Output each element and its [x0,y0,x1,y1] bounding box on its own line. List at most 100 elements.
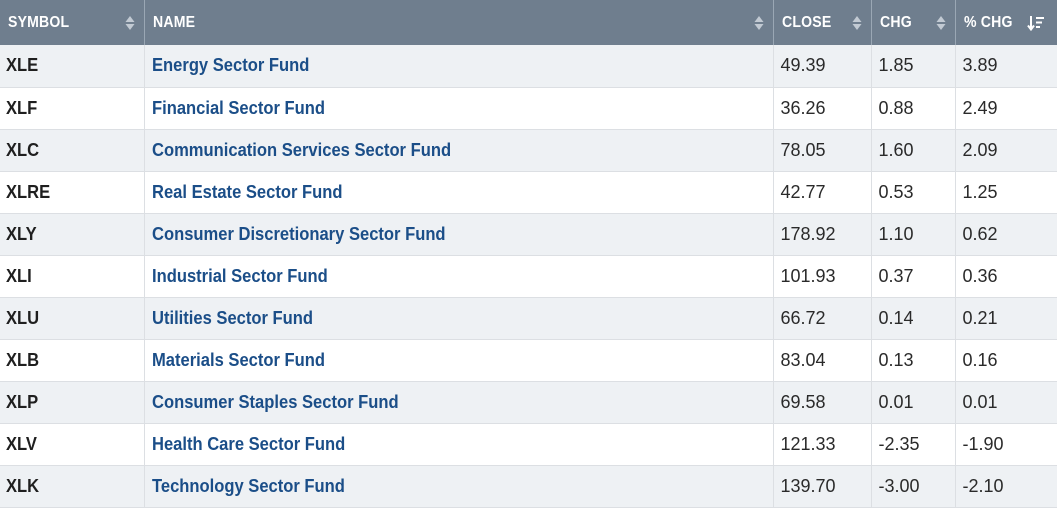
fund-name-link[interactable]: Consumer Discretionary Sector Fund [151,223,446,244]
chg-cell: -2.35 [871,423,956,466]
close-cell: 178.92 [773,213,872,256]
symbol-cell: XLU [0,297,145,340]
symbol-cell: XLI [0,255,145,298]
name-cell: Technology Sector Fund [144,465,774,508]
chg-cell: 1.60 [871,129,956,172]
table-row[interactable]: XLV Health Care Sector Fund 121.33 -2.35 -1.… [0,423,1057,466]
column-label-symbol: SYMBOL [8,13,70,31]
column-header-pct-chg[interactable]: % CHG [955,0,1057,45]
table-row[interactable]: XLI Industrial Sector Fund 101.93 0.37 0.36 [0,255,1057,298]
fund-name-link[interactable]: Health Care Sector Fund [151,433,345,454]
pct-chg-cell: 2.09 [955,129,1057,172]
close-cell: 121.33 [773,423,872,466]
table-row[interactable]: XLC Communication Services Sector Fund 78.… [0,129,1057,172]
fund-name-link[interactable]: Utilities Sector Fund [151,307,313,328]
column-label-close: CLOSE [781,13,831,31]
column-header-close[interactable]: CLOSE [773,0,872,45]
close-cell: 83.04 [773,339,872,382]
pct-chg-cell: 0.36 [955,255,1057,298]
close-cell: 78.05 [773,129,872,172]
fund-name-link[interactable]: Energy Sector Fund [151,55,309,76]
column-label-name: NAME [152,13,195,31]
symbol-cell: XLRE [0,171,145,214]
close-cell: 66.72 [773,297,872,340]
name-cell: Consumer Staples Sector Fund [144,381,774,424]
pct-chg-cell: -1.90 [955,423,1057,466]
pct-chg-cell: 3.89 [955,45,1057,88]
name-cell: Materials Sector Fund [144,339,774,382]
close-cell: 36.26 [773,87,872,130]
fund-name-link[interactable]: Technology Sector Fund [151,475,345,496]
symbol-text: XLC [6,139,40,160]
pct-chg-cell: 1.25 [955,171,1057,214]
table-row[interactable]: XLU Utilities Sector Fund 66.72 0.14 0.21 [0,297,1057,340]
sort-updown-icon [125,15,134,30]
table-row[interactable]: XLRE Real Estate Sector Fund 42.77 0.53 1.25 [0,171,1057,214]
chg-cell: 1.85 [871,45,956,88]
close-cell: 139.70 [773,465,872,508]
table-row[interactable]: XLY Consumer Discretionary Sector Fund 178… [0,213,1057,256]
name-cell: Real Estate Sector Fund [144,171,774,214]
symbol-text: XLF [6,97,38,118]
symbol-text: XLI [6,265,32,286]
column-label-chg: CHG [879,13,912,31]
name-cell: Health Care Sector Fund [144,423,774,466]
table-body: XLE Energy Sector Fund 49.39 1.85 3.89 XLF Fin… [0,45,1057,508]
close-cell: 69.58 [773,381,872,424]
pct-chg-cell: 2.49 [955,87,1057,130]
pct-chg-cell: 0.01 [955,381,1057,424]
symbol-cell: XLY [0,213,145,256]
pct-chg-cell: 0.16 [955,339,1057,382]
name-cell: Communication Services Sector Fund [144,129,774,172]
table-row[interactable]: XLF Financial Sector Fund 36.26 0.88 2.49 [0,87,1057,130]
fund-name-link[interactable]: Financial Sector Fund [151,97,325,118]
close-cell: 42.77 [773,171,872,214]
fund-name-link[interactable]: Materials Sector Fund [151,349,325,370]
table-row[interactable]: XLP Consumer Staples Sector Fund 69.58 0.01… [0,381,1057,424]
header-row: SYMBOL NAME CLOSE [0,0,1057,45]
symbol-cell: XLC [0,129,145,172]
chg-cell: 0.13 [871,339,956,382]
name-cell: Energy Sector Fund [144,45,774,88]
name-cell: Financial Sector Fund [144,87,774,130]
symbol-text: XLK [6,475,40,496]
symbol-text: XLV [6,433,37,454]
fund-name-link[interactable]: Real Estate Sector Fund [151,181,342,202]
chg-cell: 1.10 [871,213,956,256]
fund-name-link[interactable]: Communication Services Sector Fund [151,139,451,160]
column-header-chg[interactable]: CHG [871,0,956,45]
symbol-cell: XLP [0,381,145,424]
chg-cell: 0.14 [871,297,956,340]
symbol-text: XLRE [6,181,51,202]
column-header-symbol[interactable]: SYMBOL [0,0,145,45]
table-row[interactable]: XLK Technology Sector Fund 139.70 -3.00 -2.1… [0,465,1057,508]
symbol-text: XLB [6,349,40,370]
sort-updown-icon [754,15,763,30]
chg-cell: 0.01 [871,381,956,424]
name-cell: Utilities Sector Fund [144,297,774,340]
sort-updown-icon [852,15,861,30]
sort-updown-icon [936,15,945,30]
symbol-cell: XLE [0,45,145,88]
close-cell: 101.93 [773,255,872,298]
symbol-text: XLY [6,223,37,244]
symbol-text: XLP [6,391,39,412]
chg-cell: 0.37 [871,255,956,298]
table-row[interactable]: XLE Energy Sector Fund 49.39 1.85 3.89 [0,45,1057,88]
pct-chg-cell: 0.21 [955,297,1057,340]
sort-descending-icon [1027,15,1044,31]
symbol-text: XLU [6,307,40,328]
chg-cell: 0.53 [871,171,956,214]
symbol-cell: XLK [0,465,145,508]
name-cell: Industrial Sector Fund [144,255,774,298]
fund-name-link[interactable]: Industrial Sector Fund [151,265,328,286]
column-header-name[interactable]: NAME [144,0,774,45]
column-label-pct-chg: % CHG [963,13,1013,31]
pct-chg-cell: -2.10 [955,465,1057,508]
name-cell: Consumer Discretionary Sector Fund [144,213,774,256]
table-header: SYMBOL NAME CLOSE [0,0,1057,45]
table-row[interactable]: XLB Materials Sector Fund 83.04 0.13 0.16 [0,339,1057,382]
fund-name-link[interactable]: Consumer Staples Sector Fund [151,391,399,412]
pct-chg-cell: 0.62 [955,213,1057,256]
